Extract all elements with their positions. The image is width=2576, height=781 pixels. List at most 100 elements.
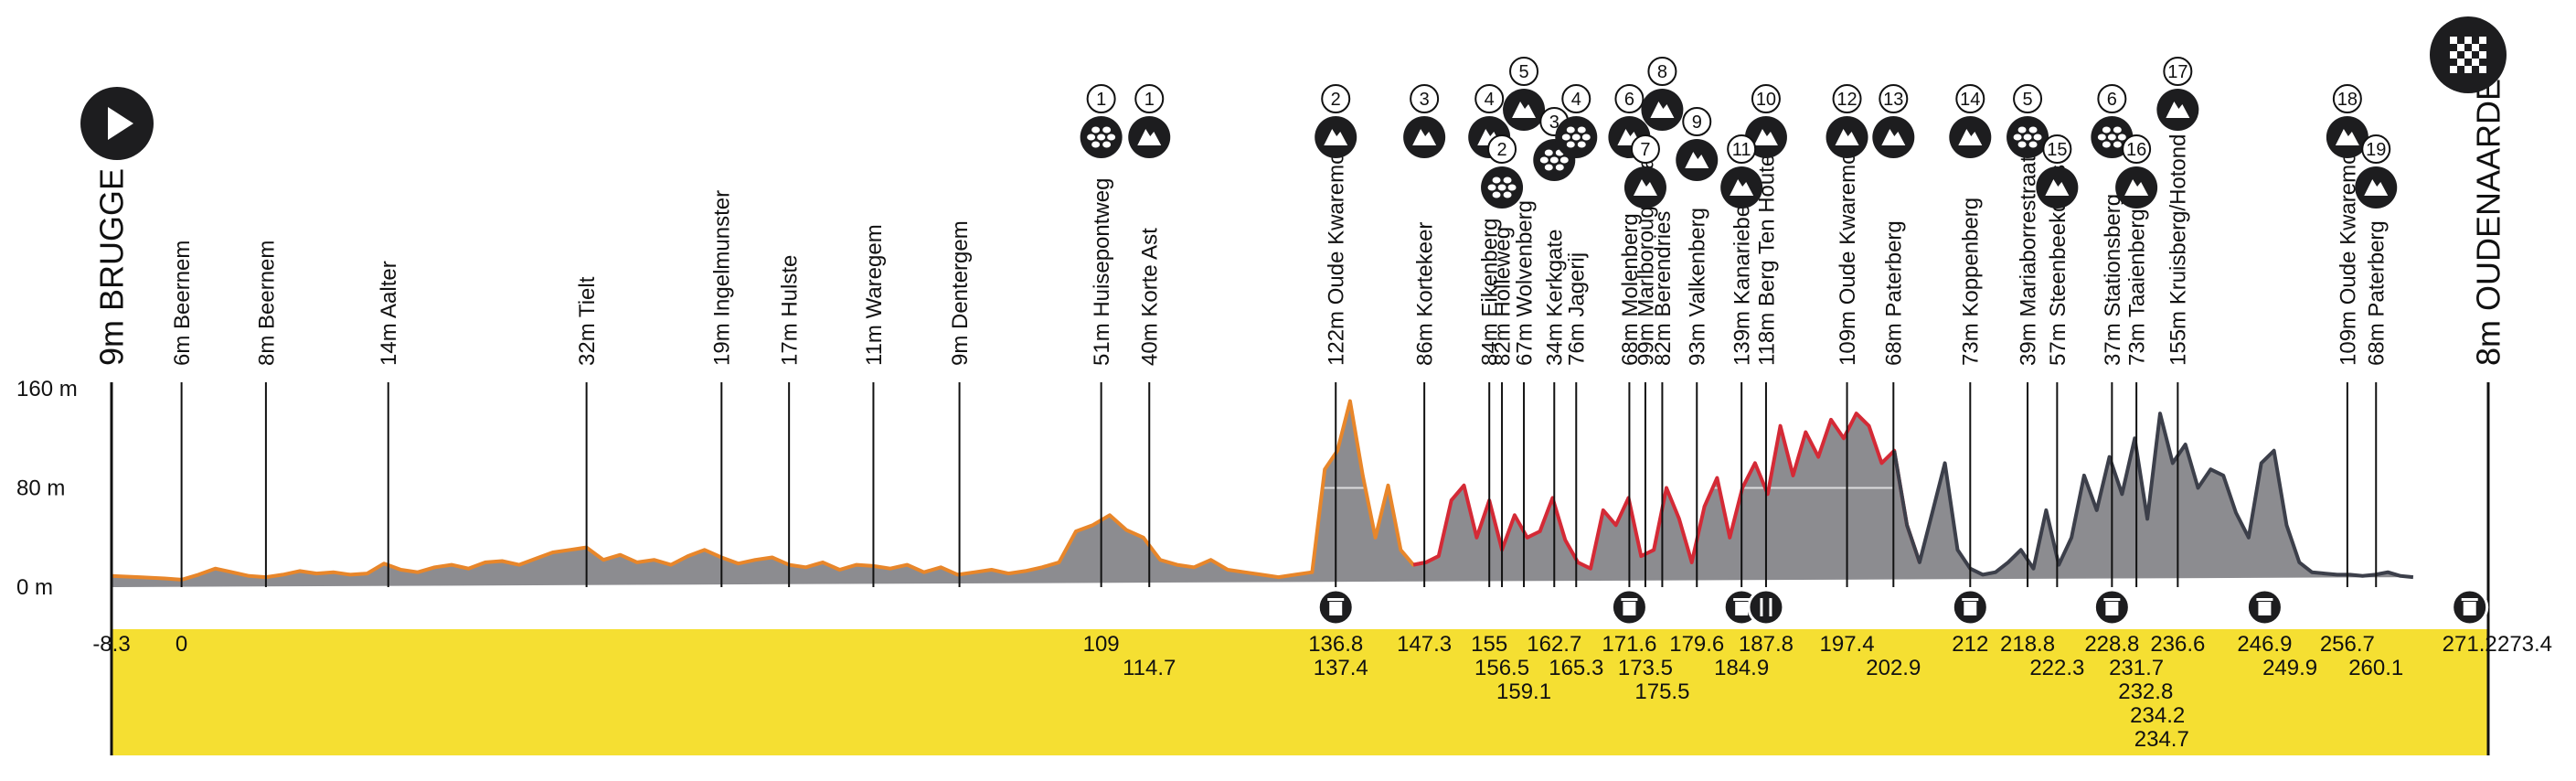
place-label: 155m Kruisberg/Hotond (2166, 134, 2191, 366)
cobble-glyph (1487, 184, 1496, 191)
cobble-glyph (2028, 126, 2038, 134)
checker-square (2472, 59, 2479, 66)
place-label: 19m Ingelmunster (710, 190, 735, 366)
cobble-glyph (1091, 141, 1101, 148)
climb-number-badge (1086, 84, 1116, 113)
km-marker-label: 137.4 (1314, 656, 1368, 680)
cobble-glyph (1577, 126, 1586, 134)
climb-number-text: 11 (1732, 140, 1751, 160)
bin-glyph (2463, 602, 2476, 615)
km-marker-label: -8.3 (92, 632, 130, 657)
km-marker-label: 197.4 (1820, 632, 1875, 657)
place-label: 32m Tielt (575, 276, 600, 366)
climb-number-badge (1134, 84, 1165, 113)
climb-number-badge (1727, 134, 1757, 164)
climb-number-text: 3 (1420, 90, 1430, 110)
climb-number-text: 6 (2107, 90, 2117, 110)
km-marker-label: 165.3 (1549, 656, 1603, 680)
climb-number-text: 4 (1571, 90, 1581, 110)
climb-number-text: 16 (2126, 140, 2146, 160)
km-marker-label: 114.7 (1123, 656, 1176, 680)
cobble-glyph (1087, 134, 1096, 141)
climb-number-badge (1832, 84, 1862, 113)
checker-square (2464, 51, 2472, 59)
cobble-glyph (2102, 141, 2111, 148)
climb-number-badge (1410, 84, 1440, 113)
bin-glyph (1964, 602, 1977, 615)
elevation-area (112, 401, 2413, 587)
cobble-glyph (1492, 191, 1501, 198)
checker-square (2457, 44, 2464, 51)
climb-number-text: 8 (1657, 62, 1667, 82)
cobble-glyph (1507, 184, 1517, 191)
bin-glyph (2258, 602, 2272, 615)
bin-lid-glyph (2461, 598, 2478, 601)
bin-glyph (2105, 602, 2119, 615)
place-label: 109m Oude Kwaremont (1836, 134, 1860, 366)
place-label: 9m Dentergem (948, 220, 973, 366)
cobble-glyph (1544, 149, 1553, 156)
climb-number-text: 1 (1096, 90, 1106, 110)
climb-icon-group (1949, 116, 1992, 158)
feed-zone-icon (1747, 588, 1785, 626)
checker-square (2472, 44, 2479, 51)
finish-label: 8m OUDENAARDE (2470, 79, 2507, 366)
cobble-glyph (1581, 134, 1591, 141)
climb-number-badge (1474, 84, 1505, 113)
cobble-icon-group (2007, 116, 2049, 158)
km-marker-label: 246.9 (2237, 632, 2292, 657)
cobble-glyph (1559, 156, 1569, 164)
mountain-glyph (2335, 129, 2359, 145)
km-marker-label: 173.5 (1618, 656, 1673, 680)
checker-square (2457, 59, 2464, 66)
climb-number-badge (1561, 84, 1591, 113)
cobble-glyph (1497, 184, 1506, 191)
place-label: 68m Paterberg (1882, 220, 1907, 366)
cobble-glyph (1503, 177, 1512, 184)
km-marker-label: 234.2 (2130, 703, 2185, 728)
cobble-glyph (2113, 126, 2122, 134)
place-label: 40m Korte Ast (1138, 228, 1163, 366)
km-marker-label: 136.8 (1308, 632, 1363, 657)
climb-number-text: 6 (1624, 90, 1634, 110)
climb-number-badge (2122, 134, 2152, 164)
cobble-glyph (2033, 134, 2042, 141)
climb-number-text: 2 (1496, 140, 1506, 160)
climb-number-text: 5 (1518, 62, 1528, 82)
mountain-glyph (1958, 129, 1983, 145)
climb-number-badge (1751, 84, 1781, 113)
cobble-glyph (2102, 126, 2111, 134)
profile-line-segment-3 (1892, 412, 2414, 580)
y-tick-label: 160 m (16, 377, 78, 401)
climb-number-badge (1630, 134, 1660, 164)
climb-number-text: 19 (2366, 140, 2386, 160)
climb-number-badge (1682, 107, 1712, 136)
y-tick-label: 0 m (16, 575, 53, 600)
km-marker-label: 179.6 (1669, 632, 1724, 657)
cobble-icon-group (1555, 116, 1598, 158)
cobble-glyph (1539, 156, 1549, 164)
place-label: 68m Molenberg (1618, 213, 1643, 366)
climb-number-text: 7 (1640, 140, 1650, 160)
bin-lid-glyph (2256, 598, 2273, 601)
profile-line-segment-1 (111, 399, 1440, 582)
climb-icon-group (1872, 116, 1915, 158)
place-label: 73m Koppenberg (1959, 198, 1984, 366)
km-marker-label: 231.7 (2109, 656, 2164, 680)
km-marker-label: 171.6 (1602, 632, 1656, 657)
km-marker-label: 222.3 (2029, 656, 2084, 680)
place-label: 73m Taaienberg (2125, 209, 2150, 366)
place-label: 139m Kanarieberg (1730, 186, 1755, 366)
cobble-glyph (1561, 134, 1570, 141)
bin-glyph (1329, 602, 1343, 615)
place-label: 8m Beernem (254, 241, 279, 366)
cobble-icon-group (1080, 116, 1123, 158)
km-marker-label: 236.6 (2150, 632, 2205, 657)
climb-icon-group (1826, 116, 1868, 158)
bin-lid-glyph (1962, 598, 1979, 601)
place-label: 67m Wolvenberg (1512, 200, 1537, 366)
cobble-icon-group (1481, 166, 1524, 209)
climb-number-badge (2163, 57, 2193, 86)
place-label: 86m Kortekeer (1413, 222, 1438, 366)
